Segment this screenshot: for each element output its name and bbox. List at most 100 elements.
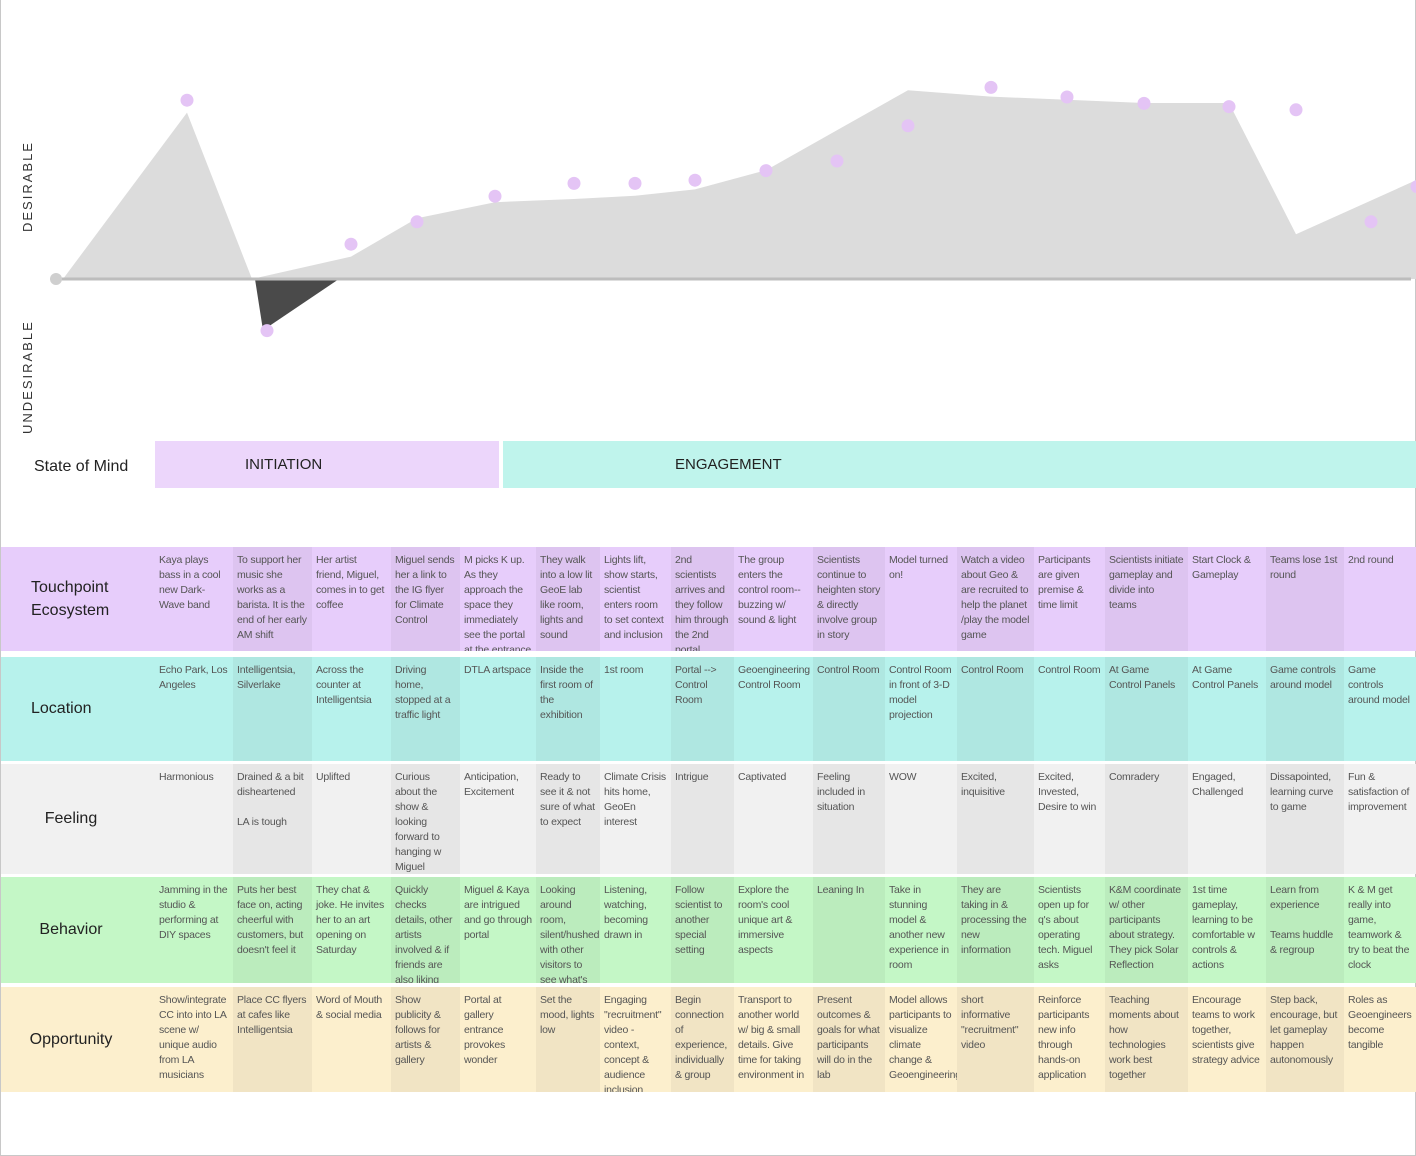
journey-cell: K & M get really into game, teamwork & t… <box>1348 884 1410 971</box>
journey-cell: Drained & a bit disheartened LA is tough <box>233 764 312 874</box>
journey-cell: Climate Crisis hits home, GeoEn interest <box>604 771 666 828</box>
journey-cell: Looking around room, silent/hushed with … <box>536 877 600 983</box>
curve-points <box>50 80 1416 338</box>
journey-cell: Watch a video about Geo & are recruited … <box>957 547 1034 651</box>
journey-row: Feeling Harmonious Drained & a bit dishear… <box>1 764 1416 874</box>
journey-cell: Lights lift, show starts, scientist ente… <box>604 554 664 641</box>
journey-cell: At Game Control Panels <box>1105 657 1188 761</box>
journey-cell: Inside the first room of the exhibition <box>536 657 600 761</box>
journey-cell: At Game Control Panels <box>1192 664 1259 691</box>
journey-cell: 1st room <box>604 664 644 676</box>
journey-cell: Game controls around model <box>1266 657 1344 761</box>
journey-cell: Geoengineering Control Room <box>738 664 810 691</box>
axis-label-desirable: DESIRABLE <box>20 141 35 232</box>
row-label: Behavior <box>39 921 103 939</box>
journey-cell: Harmonious <box>159 771 214 783</box>
journey-cell: Kaya plays bass in a cool new Dark-Wave … <box>159 554 221 611</box>
journey-cell: short informative "recruitment" video <box>957 987 1034 1092</box>
journey-cell: Learn from experience Teams huddle & reg… <box>1266 877 1344 983</box>
journey-cell: Take in stunning model & another new exp… <box>889 884 949 971</box>
journey-cell: Leaning In <box>813 877 885 983</box>
journey-cell: To support her music she works as a bari… <box>233 547 312 651</box>
journey-cell: M picks K up. As they approach the space… <box>464 554 532 651</box>
journey-cell: Show/integrate CC into into LA scene w/ … <box>159 994 227 1081</box>
row-label: Opportunity <box>29 1030 113 1048</box>
journey-cell: Roles as Geoengineers become tangible <box>1348 994 1412 1051</box>
journey-cell: Jamming in the studio & performing at DI… <box>159 884 228 941</box>
journey-cell: 2nd round <box>1348 554 1394 566</box>
journey-cell: Fun & satisfaction of improvement <box>1348 771 1410 813</box>
journey-cell: Engaged, Challenged <box>1192 771 1244 798</box>
journey-cell: Excited, inquisitive <box>957 764 1034 874</box>
phase-initiation: INITIATION <box>155 441 499 488</box>
journey-cell: Intrigue <box>671 764 734 874</box>
journey-cell: Echo Park, Los Angeles <box>159 664 228 691</box>
journey-cell: Teams lose 1st round <box>1266 547 1344 651</box>
journey-cell: 2nd scientists arrives and they follow h… <box>671 547 734 651</box>
journey-cell: Set the mood, lights low <box>536 987 600 1092</box>
journey-cell: Transport to another world w/ big & smal… <box>738 994 805 1081</box>
journey-cell: Feeling included in situation <box>813 764 885 874</box>
curve-point <box>410 215 424 229</box>
journey-row: Opportunity Show/integrate CC into into L… <box>1 987 1416 1092</box>
curve-fill <box>63 90 1416 331</box>
journey-cell: Step back, encourage, but let gameplay h… <box>1266 987 1344 1092</box>
state-of-mind-curve <box>50 80 1416 338</box>
curve-point <box>180 93 194 107</box>
journey-cell: Participants are given premise & time li… <box>1038 554 1091 611</box>
phase-engagement: ENGAGEMENT <box>503 441 1416 488</box>
journey-cell: Listening, watching, becoming drawn in <box>604 884 648 941</box>
curve-point <box>50 273 62 285</box>
journey-cell: 1st time gameplay, learning to be comfor… <box>1192 884 1255 971</box>
state-of-mind-label: State of Mind <box>34 458 129 475</box>
journey-cell: Show publicity & follows for artists & g… <box>391 987 460 1092</box>
journey-cell: They chat & joke. He invites her to an a… <box>316 884 384 956</box>
curve-point <box>1137 96 1151 110</box>
journey-cell: Control Room <box>957 657 1034 761</box>
journey-cell: Encourage teams to work together, scient… <box>1192 994 1260 1066</box>
journey-cell: Follow scientist to another special sett… <box>671 877 734 983</box>
curve-point <box>1060 90 1074 104</box>
journey-cell: Control Room <box>1038 664 1101 676</box>
journey-cell: Start Clock & Gameplay <box>1192 554 1251 581</box>
journey-cell: WOW <box>889 771 917 783</box>
journey-cell: Scientists initiate gameplay and divide … <box>1105 547 1188 651</box>
journey-cell: They are taking in & processing the new … <box>957 877 1034 983</box>
curve-point <box>1222 100 1236 114</box>
journey-cell: Puts her best face on, acting cheerful w… <box>233 877 312 983</box>
journey-cell: Curious about the show & looking forward… <box>391 764 460 874</box>
journey-cell: Excited, Invested, Desire to win <box>1038 771 1097 813</box>
journey-cell: Intelligentsia, Silverlake <box>233 657 312 761</box>
journey-cell: K&M coordinate w/ other participants abo… <box>1105 877 1188 983</box>
journey-cell: Model allows participants to visualize c… <box>889 994 957 1081</box>
journey-cell: Scientists open up for q's about operati… <box>1038 884 1093 971</box>
curve-point <box>260 324 274 338</box>
journey-cell: Her artist friend, Miguel, comes in to g… <box>316 554 385 611</box>
journey-cell: Teaching moments about how technologies … <box>1105 987 1188 1092</box>
journey-cell: Portal --> Control Room <box>671 657 734 761</box>
row-label: Touchpoint Ecosystem <box>31 578 110 619</box>
journey-cell: Captivated <box>738 771 787 783</box>
journey-cell: The group enters the control room-- buzz… <box>738 554 801 626</box>
row-label: Location <box>31 700 92 718</box>
journey-cell: Portal at gallery entrance provokes wond… <box>464 994 506 1066</box>
curve-point <box>1289 103 1303 117</box>
row-label: Feeling <box>44 810 98 828</box>
curve-point <box>1364 215 1378 229</box>
journey-cell: Explore the room's cool unique art & imm… <box>738 884 793 956</box>
journey-cell: Game controls around model <box>1348 664 1410 706</box>
journey-cell: Miguel sends her a link to the IG flyer … <box>391 547 460 651</box>
desirable-area <box>63 90 1416 279</box>
journey-cell: Anticipation, Excitement <box>464 771 519 798</box>
journey-cell: Miguel & Kaya are intrigued and go throu… <box>464 884 532 941</box>
journey-cell: They walk into a low lit GeoE lab like r… <box>536 547 600 651</box>
curve-point <box>628 176 642 190</box>
journey-cell: Quickly checks details, other artists in… <box>391 877 460 983</box>
curve-point <box>984 80 998 94</box>
journey-cell: Ready to see it & not sure of what to ex… <box>536 764 600 874</box>
journey-cell: Uplifted <box>316 771 351 783</box>
journey-row: Location Echo Park, Los Angeles Intelligen… <box>1 657 1416 761</box>
journey-cell: Control Room <box>813 657 885 761</box>
curve-point <box>344 237 358 251</box>
journey-cell: Word of Mouth & social media <box>316 994 383 1021</box>
